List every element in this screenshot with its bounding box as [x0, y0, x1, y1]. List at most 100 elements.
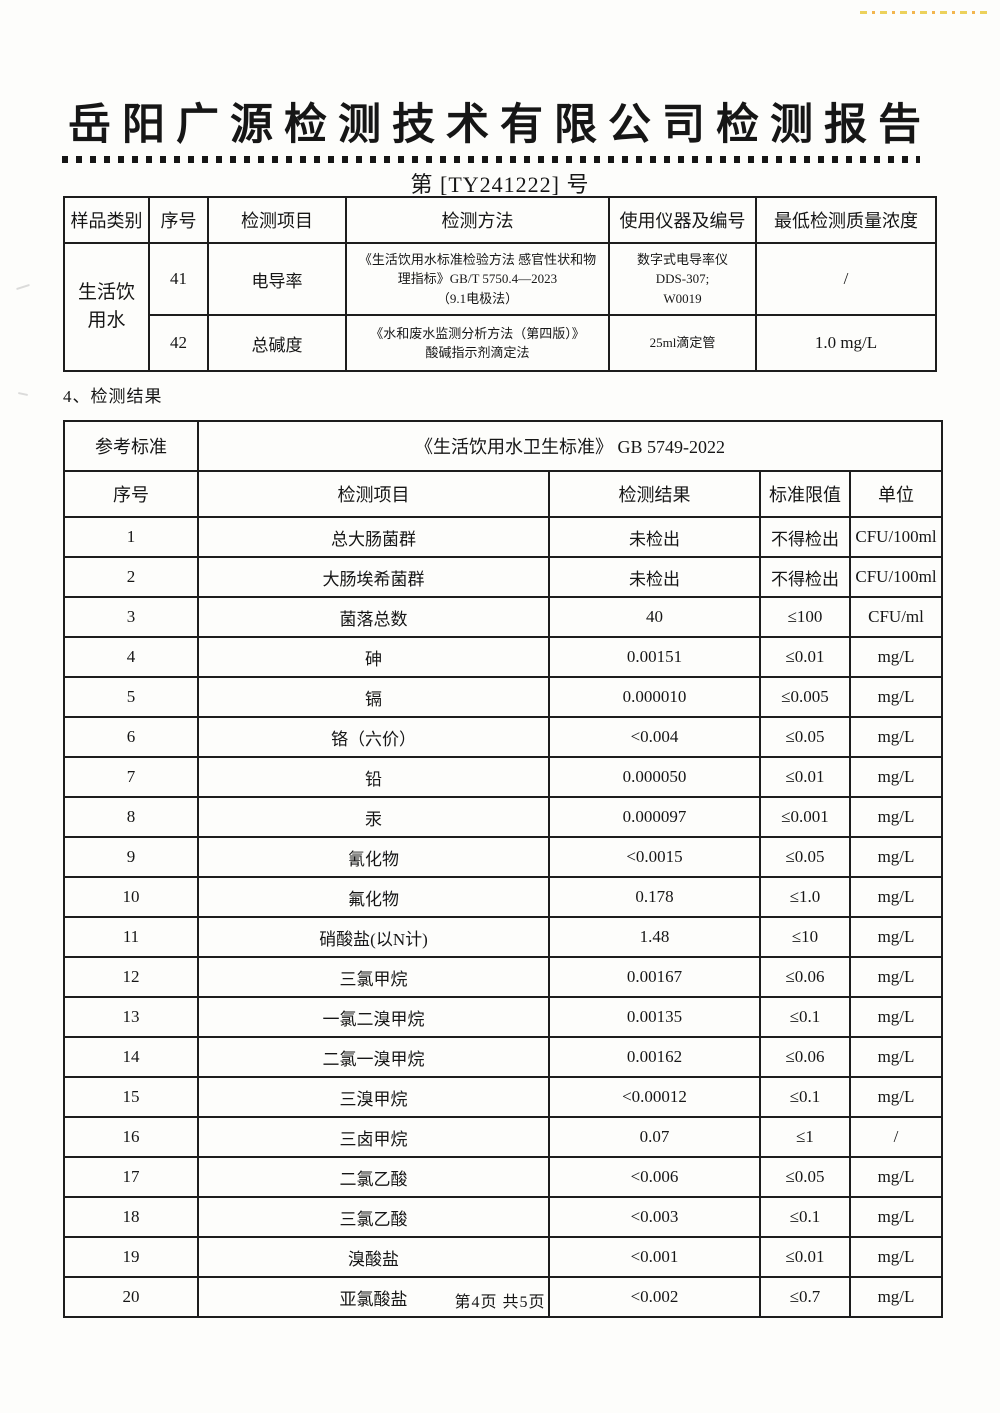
- cell-limit: ≤0.01: [759, 636, 851, 678]
- report-number-suffix: 号: [566, 172, 590, 197]
- cell-unit: mg/L: [849, 716, 943, 758]
- cell-limit: ≤0.1: [759, 1196, 851, 1238]
- scan-artifact-mark: [17, 391, 29, 397]
- cell-item: 三氯乙酸: [197, 1196, 550, 1238]
- cell-unit: mg/L: [849, 1156, 943, 1198]
- cell-result: 0.000010: [548, 676, 761, 718]
- cell-item: 氟化物: [197, 876, 550, 918]
- table-row: 15 三溴甲烷 <0.00012 ≤0.1 mg/L: [63, 1076, 943, 1118]
- cell-no: 5: [63, 676, 199, 718]
- cell-item: 一氯二溴甲烷: [197, 996, 550, 1038]
- method-line: 《生活饮用水标准检验方法 感官性状和物: [358, 251, 597, 267]
- methods-table: 样品类别 序号 检测项目 检测方法 使用仪器及编号 最低检测质量浓度 生活饮用水…: [63, 196, 937, 372]
- method-line: 酸碱指示剂滴定法: [425, 345, 530, 360]
- cell-no: 10: [63, 876, 199, 918]
- cell-result: <0.003: [548, 1196, 761, 1238]
- reference-standard-value: 《生活饮用水卫生标准》 GB 5749-2022: [197, 420, 943, 472]
- table-row: 2 大肠埃希菌群 未检出 不得检出 CFU/100ml: [63, 556, 943, 598]
- col-header-method: 检测方法: [345, 196, 610, 244]
- cell-limit: ≤0.7: [759, 1276, 851, 1318]
- cell-result: 0.178: [548, 876, 761, 918]
- col-header-limit: 标准限值: [759, 470, 851, 518]
- results-table-body: 1 总大肠菌群 未检出 不得检出 CFU/100ml 2 大肠埃希菌群 未检出 不得检出 CFU/…: [63, 516, 943, 1318]
- cell-no: 41: [148, 242, 209, 316]
- cell-result: <0.001: [548, 1236, 761, 1278]
- scan-artifact-dashes: [860, 11, 992, 14]
- cell-item: 二氯乙酸: [197, 1156, 550, 1198]
- report-number-prefix: 第: [410, 172, 434, 197]
- cell-limit: ≤10: [759, 916, 851, 958]
- cell-item: 菌落总数: [197, 596, 550, 638]
- table-row: 19 溴酸盐 <0.001 ≤0.01 mg/L: [63, 1236, 943, 1278]
- cell-item: 硝酸盐(以N计): [197, 916, 550, 958]
- cell-result: 0.00151: [548, 636, 761, 678]
- reference-standard-label: 参考标准: [63, 420, 199, 472]
- col-header-result: 检测结果: [548, 470, 761, 518]
- cell-limit: 不得检出: [759, 516, 851, 558]
- cell-unit: mg/L: [849, 1036, 943, 1078]
- cell-unit: mg/L: [849, 1196, 943, 1238]
- table-row: 14 二氯一溴甲烷 0.00162 ≤0.06 mg/L: [63, 1036, 943, 1078]
- page-footer: 第4页 共5页: [454, 1294, 546, 1311]
- cell-no: 7: [63, 756, 199, 798]
- table-row: 20 亚氯酸盐 <0.002 ≤0.7 mg/L: [63, 1276, 943, 1318]
- cell-result: 0.00167: [548, 956, 761, 998]
- cell-result: 未检出: [548, 556, 761, 598]
- scan-artifact-mark: [16, 283, 30, 291]
- col-header-no: 序号: [148, 196, 209, 244]
- cell-unit: CFU/100ml: [849, 556, 943, 598]
- cell-result: <0.004: [548, 716, 761, 758]
- cell-item: 溴酸盐: [197, 1236, 550, 1278]
- table-row: 12 三氯甲烷 0.00167 ≤0.06 mg/L: [63, 956, 943, 998]
- instrument-line: DDS-307;: [655, 271, 710, 287]
- cell-no: 3: [63, 596, 199, 638]
- table-row: 11 硝酸盐(以N计) 1.48 ≤10 mg/L: [63, 916, 943, 958]
- cell-result: <0.002: [548, 1276, 761, 1318]
- cell-instrument: 数字式电导率仪 DDS-307; W0019: [608, 242, 757, 316]
- cell-result: 1.48: [548, 916, 761, 958]
- cell-no: 11: [63, 916, 199, 958]
- cell-unit: CFU/100ml: [849, 516, 943, 558]
- table-row: 7 铅 0.000050 ≤0.01 mg/L: [63, 756, 943, 798]
- cell-limit: ≤1: [759, 1116, 851, 1158]
- cell-item: 总大肠菌群: [197, 516, 550, 558]
- table-row: 4 砷 0.00151 ≤0.01 mg/L: [63, 636, 943, 678]
- table-row: 10 氟化物 0.178 ≤1.0 mg/L: [63, 876, 943, 918]
- cell-no: 4: [63, 636, 199, 678]
- cell-unit: CFU/ml: [849, 596, 943, 638]
- cell-no: 20: [63, 1276, 199, 1318]
- cell-no: 8: [63, 796, 199, 838]
- cell-unit: mg/L: [849, 636, 943, 678]
- reference-standard-row: 参考标准 《生活饮用水卫生标准》 GB 5749-2022: [63, 420, 943, 472]
- method-line: 理指标》GB/T 5750.4—2023: [397, 271, 558, 287]
- cell-method: 《水和废水监测分析方法（第四版）》 酸碱指示剂滴定法: [345, 314, 610, 372]
- table-row: 18 三氯乙酸 <0.003 ≤0.1 mg/L: [63, 1196, 943, 1238]
- cell-no: 19: [63, 1236, 199, 1278]
- cell-result: 40: [548, 596, 761, 638]
- methods-header-row: 样品类别 序号 检测项目 检测方法 使用仪器及编号 最低检测质量浓度: [63, 196, 937, 244]
- cell-limit: ≤1.0: [759, 876, 851, 918]
- cell-instrument: 25ml滴定管: [608, 314, 757, 372]
- cell-no: 1: [63, 516, 199, 558]
- cell-no: 9: [63, 836, 199, 878]
- cell-limit: ≤0.001: [759, 796, 851, 838]
- col-header-no: 序号: [63, 470, 199, 518]
- cell-limit: ≤0.01: [759, 1236, 851, 1278]
- table-row: 3 菌落总数 40 ≤100 CFU/ml: [63, 596, 943, 638]
- table-row: 1 总大肠菌群 未检出 不得检出 CFU/100ml: [63, 516, 943, 558]
- cell-limit: ≤0.06: [759, 1036, 851, 1078]
- cell-limit: ≤100: [759, 596, 851, 638]
- cell-min-conc: /: [755, 242, 937, 316]
- cell-unit: mg/L: [849, 796, 943, 838]
- cell-no: 2: [63, 556, 199, 598]
- cell-item: 铬（六价）: [197, 716, 550, 758]
- table-row: 5 镉 0.000010 ≤0.005 mg/L: [63, 676, 943, 718]
- cell-no: 17: [63, 1156, 199, 1198]
- method-line: 《水和废水监测分析方法（第四版）》: [370, 325, 585, 341]
- cell-result: 0.07: [548, 1116, 761, 1158]
- cell-item: 亚氯酸盐: [197, 1276, 550, 1318]
- cell-limit: ≤0.05: [759, 716, 851, 758]
- cell-result: 0.00135: [548, 996, 761, 1038]
- cell-result: <0.00012: [548, 1076, 761, 1118]
- report-number-line: 第 [TY241222] 号: [0, 167, 1000, 199]
